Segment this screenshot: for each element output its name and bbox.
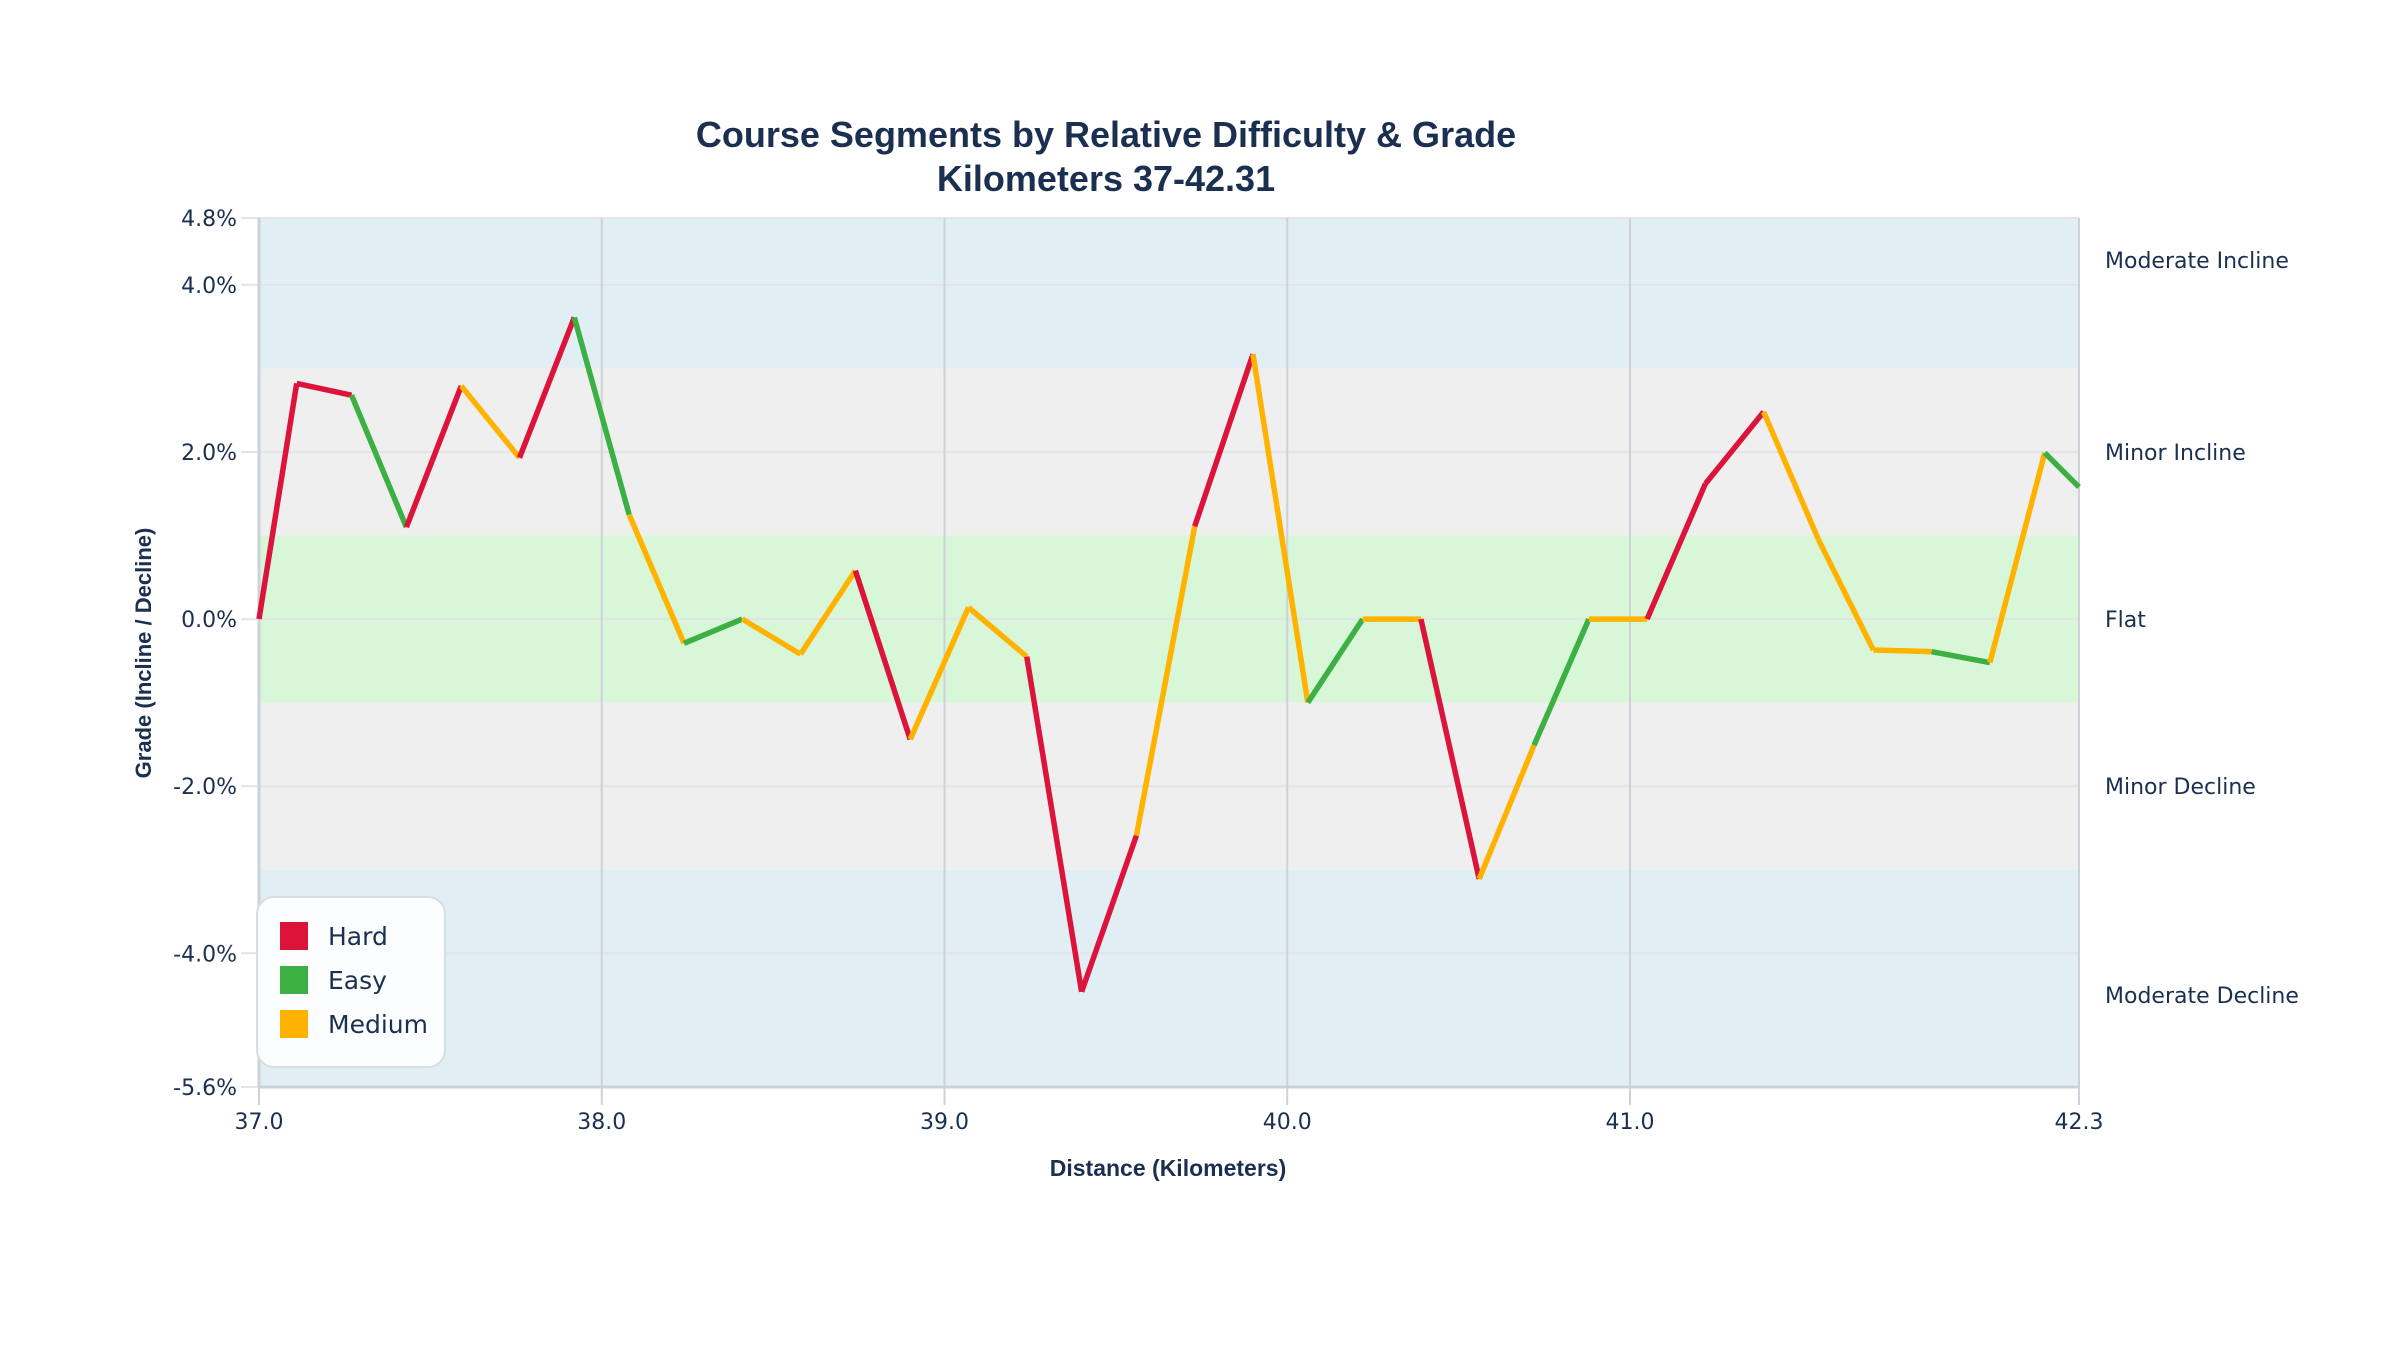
segment-medium <box>459 384 522 460</box>
x-tick-label: 37.0 <box>235 1110 284 1135</box>
x-tick-label: 42.3 <box>2055 1110 2104 1135</box>
y-tick-label: 2.0% <box>181 441 237 466</box>
axes: 4.8% 4.0% 2.0% 0.0% -2.0% -4.0% -5.6% 37.0 38.0 3… <box>173 207 2103 1135</box>
legend-item-medium[interactable]: Medium <box>280 1008 428 1040</box>
band-moderate-decline <box>259 869 2079 1087</box>
segment-medium <box>1133 525 1198 837</box>
chart-subtitle: Kilometers 37-42.31 <box>936 158 1276 199</box>
band-moderate-incline <box>259 218 2079 369</box>
legend-label: Easy <box>328 965 387 995</box>
band-label: Minor Decline <box>2105 775 2256 800</box>
legend-swatch-medium <box>280 1010 308 1038</box>
y-tick-label: -4.0% <box>173 942 237 967</box>
x-tick-label: 41.0 <box>1606 1110 1655 1135</box>
x-tick-label: 38.0 <box>577 1110 626 1135</box>
legend-label: Medium <box>328 1009 428 1039</box>
grade-line <box>256 316 2081 993</box>
segment-medium <box>907 606 972 741</box>
band-label: Moderate Decline <box>2105 984 2299 1009</box>
legend-swatch-easy <box>280 966 308 994</box>
segment-medium <box>1987 452 2048 664</box>
segment-easy <box>682 616 744 646</box>
segment-medium <box>798 569 858 656</box>
segment-hard <box>1024 656 1085 993</box>
segment-medium <box>626 513 687 645</box>
segment-medium <box>966 605 1029 659</box>
segment-hard <box>1644 482 1708 621</box>
legend-swatch-hard <box>280 922 308 950</box>
x-axis-label: Distance (Kilometers) <box>1050 1155 1286 1181</box>
band-labels: Moderate Incline Minor Incline Flat Minor D… <box>2105 249 2299 1009</box>
band-label: Flat <box>2105 608 2146 633</box>
segment-hard <box>1418 618 1482 880</box>
segment-medium <box>1873 647 1932 655</box>
segment-hard <box>403 384 464 529</box>
segment-medium <box>1816 538 1876 652</box>
segment-medium <box>1250 353 1311 704</box>
segment-hard <box>516 316 577 459</box>
segment-hard <box>256 383 300 620</box>
segment-easy <box>349 394 409 529</box>
segment-medium <box>1761 410 1822 541</box>
legend-item-hard[interactable]: Hard <box>280 920 388 952</box>
x-tick-label: 40.0 <box>1263 1110 1312 1135</box>
y-tick-label: 4.8% <box>181 207 237 232</box>
legend: Hard Easy Medium <box>256 896 446 1068</box>
y-tick-label: -5.6% <box>173 1076 237 1101</box>
x-tick-label: 39.0 <box>920 1110 969 1135</box>
segment-hard <box>1703 410 1766 486</box>
segment-easy <box>571 316 632 516</box>
segment-easy <box>1931 648 1991 666</box>
segment-hard <box>1192 353 1256 528</box>
chart-title: Course Segments by Relative Difficulty &… <box>695 114 1517 155</box>
segment-easy <box>1531 617 1592 747</box>
segment-easy <box>2042 450 2081 490</box>
legend-item-easy[interactable]: Easy <box>280 964 387 996</box>
y-tick-label: 4.0% <box>181 274 237 299</box>
legend-label: Hard <box>328 921 388 951</box>
y-tick-label: -2.0% <box>173 775 237 800</box>
y-tick-label: 0.0% <box>181 608 237 633</box>
segment-easy <box>1305 617 1365 705</box>
segment-medium <box>740 616 802 657</box>
segment-medium <box>1476 744 1537 880</box>
y-axis-label: Grade (Incline / Decline) <box>131 528 156 779</box>
segment-hard <box>852 569 913 741</box>
band-label: Minor Incline <box>2105 441 2246 466</box>
band-label: Moderate Incline <box>2105 249 2289 274</box>
segment-hard <box>1079 834 1140 993</box>
segment-hard <box>296 380 353 398</box>
